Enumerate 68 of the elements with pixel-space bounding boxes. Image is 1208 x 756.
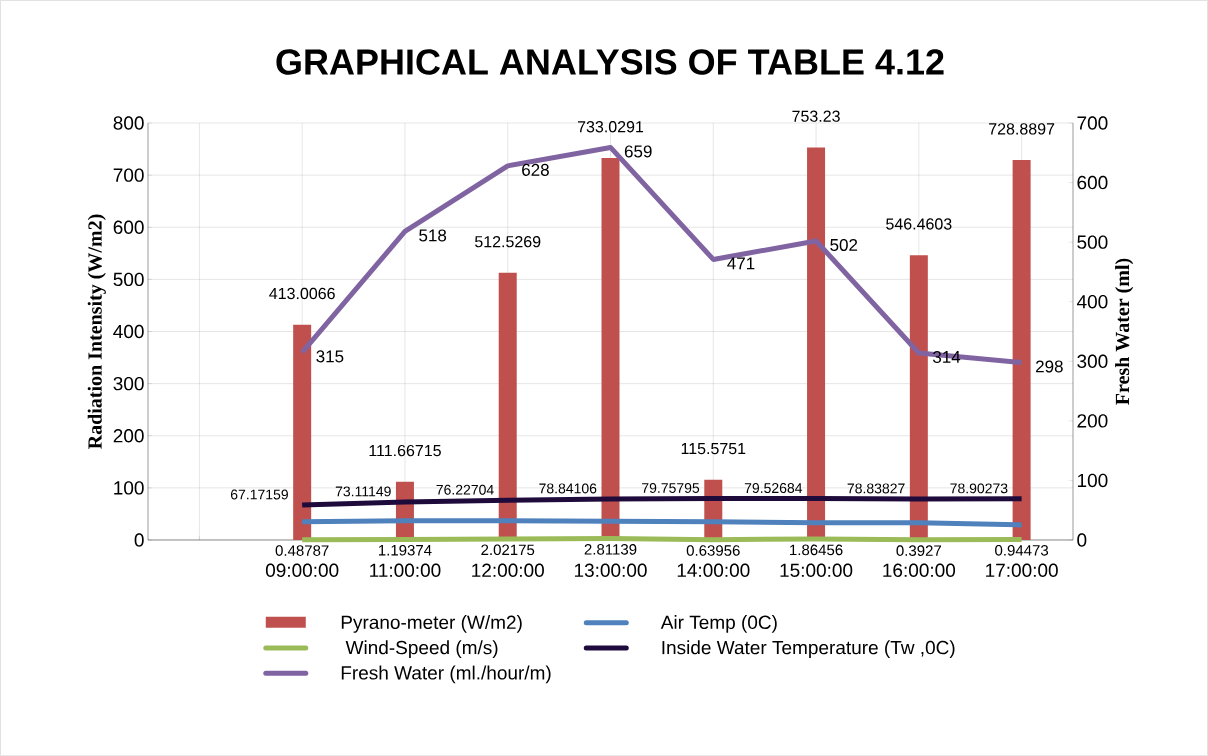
- data-label: 753.23: [792, 110, 840, 122]
- x-tick-label: 15:00:00: [780, 563, 853, 577]
- data-label: 1.19374: [378, 544, 432, 556]
- data-label: 2.02175: [481, 544, 535, 556]
- y-tick-label: 800: [113, 116, 144, 130]
- x-tick-label: 16:00:00: [883, 563, 956, 577]
- y2-tick-label: 500: [1077, 235, 1108, 249]
- y-tick-label: 500: [113, 272, 144, 287]
- x-tick-label: 13:00:00: [574, 563, 647, 577]
- data-label: 298: [1036, 360, 1063, 373]
- y-tick-label: 200: [113, 429, 144, 443]
- legend-label: Air Temp (0C): [660, 615, 777, 633]
- data-label: 78.84106: [539, 483, 597, 494]
- data-label: 73.11149: [335, 486, 391, 497]
- data-label: 79.52684: [744, 483, 803, 494]
- data-label: 659: [624, 145, 652, 158]
- data-label: 76.22704: [436, 484, 494, 495]
- y-tick-label: 300: [113, 376, 144, 391]
- data-label: 512.5269: [475, 235, 541, 248]
- legend-label: Wind-Speed (m/s): [345, 640, 498, 659]
- data-label: 471: [727, 257, 755, 270]
- data-label: 502: [830, 238, 858, 251]
- bar: [293, 324, 312, 540]
- data-label: 0.3927: [896, 545, 942, 556]
- bar: [909, 255, 928, 540]
- legend-label: Fresh Water (ml./hour/m): [341, 665, 551, 684]
- chart-title: GRAPHICAL ANALYSIS OF TABLE 4.12: [276, 49, 944, 75]
- y-axis-title: Radiation Intensity (W/m2): [87, 214, 106, 449]
- data-label: 111.66715: [369, 444, 441, 457]
- x-tick-label: 09:00:00: [265, 563, 339, 577]
- data-label: 518: [419, 229, 447, 242]
- y-tick-label: 600: [113, 220, 144, 234]
- data-label: 0.94473: [995, 545, 1049, 556]
- data-label: 733.0291: [577, 121, 644, 133]
- y2-axis-title: Fresh Water (ml): [1115, 258, 1134, 405]
- legend-label: Pyrano-meter (W/m2): [341, 615, 522, 633]
- data-label: 78.83827: [847, 483, 905, 494]
- data-label: 1.86456: [790, 544, 843, 556]
- y2-tick-label: 700: [1077, 116, 1108, 130]
- data-label: 0.63956: [686, 545, 740, 556]
- x-tick-label: 17:00:00: [986, 563, 1058, 577]
- data-label: 0.48787: [275, 545, 329, 556]
- x-tick-label: 12:00:00: [472, 563, 544, 577]
- data-label: 115.5751: [681, 443, 746, 455]
- y2-tick-label: 600: [1077, 175, 1108, 190]
- y-tick-label: 700: [113, 168, 144, 182]
- bar: [807, 147, 826, 540]
- y2-tick-label: 0: [1077, 533, 1087, 547]
- y2-tick-label: 200: [1077, 414, 1108, 428]
- x-tick-label: 14:00:00: [677, 563, 750, 577]
- y2-tick-label: 400: [1076, 294, 1108, 309]
- data-label: 78.90273: [950, 483, 1008, 494]
- y-tick-label: 100: [114, 481, 144, 495]
- y2-tick-label: 100: [1077, 473, 1108, 488]
- data-label: 728.8897: [989, 123, 1055, 135]
- data-label: 628: [522, 163, 549, 176]
- bar: [1012, 160, 1031, 540]
- x-tick-label: 11:00:00: [370, 563, 441, 577]
- legend-label: Inside Water Temperature (Tw ,0C): [662, 640, 955, 659]
- data-label: 315: [316, 350, 344, 363]
- data-label: 79.75795: [642, 482, 700, 493]
- data-label: 67.17159: [230, 489, 288, 500]
- data-label: 546.4603: [886, 218, 952, 230]
- y-tick-label: 0: [134, 533, 144, 547]
- y2-tick-label: 300: [1077, 354, 1108, 369]
- data-label: 2.81139: [584, 544, 637, 555]
- data-label: 413.0066: [269, 287, 335, 300]
- y-tick-label: 400: [113, 324, 144, 339]
